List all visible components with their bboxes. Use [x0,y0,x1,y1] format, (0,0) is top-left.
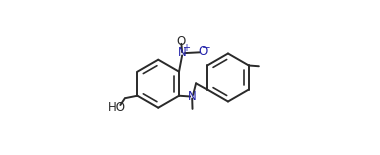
Text: HO: HO [108,101,125,114]
Text: O: O [198,45,208,58]
Text: −: − [202,43,211,53]
Text: N: N [178,46,187,59]
Text: N: N [188,90,196,103]
Text: O: O [177,35,186,48]
Text: +: + [182,43,190,53]
